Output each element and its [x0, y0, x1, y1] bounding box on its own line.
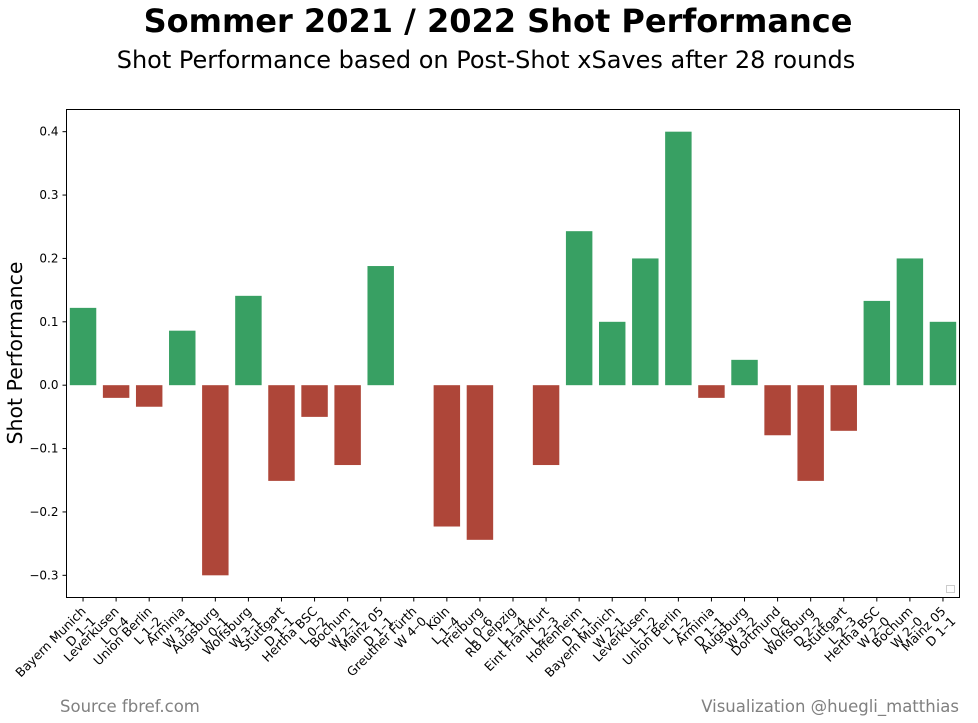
bar [764, 385, 791, 436]
y-tick-label: 0.0 [39, 378, 58, 392]
bar [632, 258, 659, 386]
y-tick-label: −0.3 [29, 568, 58, 582]
bar [433, 385, 461, 527]
bar [665, 131, 692, 386]
y-tick-label: 0.1 [39, 315, 58, 329]
y-tick-label: 0.4 [39, 125, 58, 139]
y-tick-label: −0.2 [29, 505, 58, 519]
bar [698, 385, 725, 398]
bar [169, 330, 196, 386]
bar [202, 385, 229, 576]
bar [367, 266, 394, 386]
bar [731, 359, 758, 386]
bar [863, 300, 891, 386]
bar [334, 385, 361, 466]
source-note: Source fbref.com [60, 697, 200, 716]
bar [598, 321, 626, 386]
bars-group [69, 131, 957, 576]
plot-area-frame [66, 109, 960, 598]
bar [235, 295, 262, 386]
bar [268, 385, 295, 481]
bar [896, 258, 924, 386]
bar [135, 385, 163, 407]
bar [797, 385, 824, 481]
bar [466, 385, 494, 540]
y-axis-label: Shot Performance [3, 261, 27, 444]
y-tick-label: 0.2 [39, 251, 58, 265]
bar [929, 321, 957, 386]
bar [301, 385, 328, 417]
bar [532, 385, 560, 466]
y-tick-label: 0.3 [39, 188, 58, 202]
chart-subtitle: Shot Performance based on Post-Shot xSav… [116, 46, 856, 74]
y-axis: −0.3 −0.2 −0.1 0.0 0.1 0.2 0.3 0.4 [29, 125, 67, 582]
bar [69, 307, 97, 386]
y-tick-label: −0.1 [29, 442, 58, 456]
bar [830, 385, 857, 431]
bar [565, 231, 593, 386]
credit-note: Visualization @huegli_matthias [701, 697, 959, 716]
chart-title: Sommer 2021 / 2022 Shot Performance [143, 2, 853, 40]
legend-box [946, 585, 955, 593]
bar [102, 385, 130, 398]
